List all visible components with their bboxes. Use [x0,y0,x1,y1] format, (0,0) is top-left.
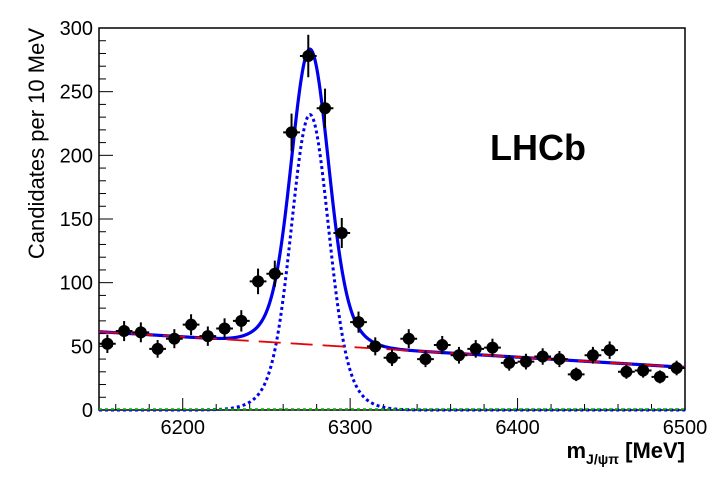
marker [386,351,398,364]
data-point [132,322,150,343]
y-tick-label: 100 [60,273,93,295]
marker [185,318,198,331]
data-point [165,329,183,349]
data-point [333,217,351,249]
data-point [99,334,116,353]
data-point [199,326,217,346]
marker [653,370,666,383]
marker [101,337,114,350]
x-tick-label: 6400 [495,417,540,439]
y-tick-label: 150 [60,209,93,231]
x-axis-title: mJ/ψπ [MeV] [566,438,685,467]
data-point [601,341,619,359]
marker [352,316,365,329]
x-axis-title-main: m [566,438,586,463]
data-point [115,321,133,342]
marker [218,322,231,335]
marker [603,344,616,357]
marker [252,275,265,288]
marker [201,330,214,343]
data-point [383,349,401,366]
marker [134,326,147,339]
y-tick-label: 0 [82,400,93,422]
total-fit-curve [98,47,686,369]
experiment-label: LHCb [490,127,586,168]
data-point [668,360,685,376]
marker [319,102,332,115]
data-point [249,268,267,295]
data-point [618,364,635,379]
data-point [149,340,166,358]
marker [168,332,181,345]
marker [436,339,449,352]
data-point [484,338,501,357]
data-points [99,34,685,384]
data-point [450,346,468,364]
data-point [283,113,300,152]
marker [503,356,516,369]
background-curve [98,330,686,369]
axis-tick-labels: 6200 6300 6400 6500 0 50 100 150 200 250 300 [60,18,708,439]
marker [268,267,281,280]
marker [570,368,583,381]
fit-curves [98,47,686,412]
x-tick-label: 6500 [663,417,708,439]
data-point [584,346,602,364]
data-point [316,88,334,128]
marker [586,349,599,362]
data-point [216,318,233,339]
data-point [433,335,451,355]
marker [553,353,566,366]
data-point [400,329,418,349]
y-axis-title: Candidates per 10 MeV [24,28,49,259]
marker [235,314,248,327]
y-tick-label: 300 [60,18,93,40]
y-tick-label: 50 [71,336,93,358]
x-tick-label: 6300 [328,417,373,439]
x-tick-label: 6200 [160,417,205,439]
data-point [266,260,284,287]
marker [670,361,683,374]
marker [369,340,382,353]
marker [302,50,315,63]
data-point [467,340,485,358]
marker [151,342,164,355]
y-tick-label: 250 [60,82,93,104]
data-point [417,351,434,368]
marker [335,227,348,240]
data-point [366,337,384,356]
y-tick-label: 200 [60,145,93,167]
data-point [551,351,568,368]
marker [637,364,650,377]
marker [486,341,499,354]
data-point [182,314,200,336]
data-point [299,34,317,78]
x-axis-title-subscript: J/ψπ [586,451,619,467]
data-point [567,367,585,382]
marker [620,365,633,378]
marker [469,342,482,355]
marker [536,350,549,363]
data-point [500,355,518,371]
marker [452,349,465,362]
marker [519,355,532,368]
data-point [651,370,669,384]
data-point [350,311,367,333]
marker [285,126,298,139]
marker [402,332,415,345]
data-point [517,353,535,370]
data-point [634,363,652,378]
data-point [232,310,250,332]
x-axis-title-unit: [MeV] [619,438,685,463]
marker [419,353,432,366]
data-point [534,348,552,365]
marker [118,325,131,338]
